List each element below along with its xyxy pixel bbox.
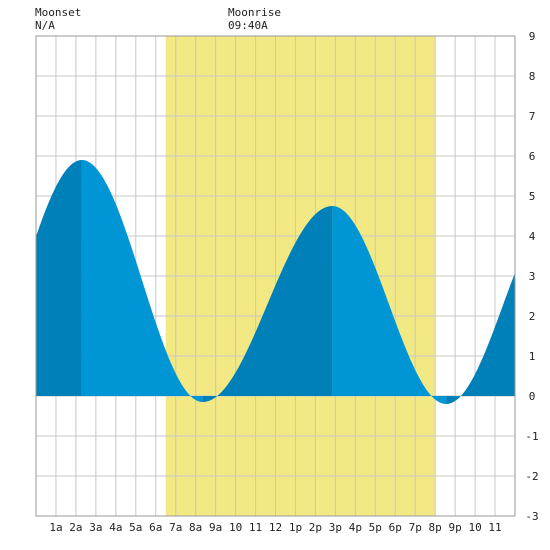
y-tick-label: -1 — [525, 430, 538, 443]
x-tick-label: 2p — [309, 521, 322, 534]
x-tick-label: 9a — [209, 521, 222, 534]
x-tick-label: 10 — [468, 521, 481, 534]
x-tick-label: 6a — [149, 521, 162, 534]
y-tick-label: 7 — [529, 110, 536, 123]
moonrise-label: Moonrise — [228, 6, 281, 19]
plot-frame — [35, 35, 516, 517]
x-tick-label: 11 — [488, 521, 501, 534]
x-tick-label: 5a — [129, 521, 142, 534]
y-tick-label: 9 — [529, 30, 536, 43]
x-tick-label: 1a — [49, 521, 62, 534]
y-tick-label: 2 — [529, 310, 536, 323]
x-tick-label: 8p — [429, 521, 442, 534]
x-tick-label: 1p — [289, 521, 302, 534]
tide-rising-area — [36, 160, 82, 396]
x-tick-label: 6p — [389, 521, 402, 534]
moonrise-value: 09:40A — [228, 19, 268, 32]
x-tick-label: 7a — [169, 521, 182, 534]
y-tick-label: 0 — [529, 390, 536, 403]
moonset-value: N/A — [35, 19, 55, 32]
x-tick-label: 2a — [69, 521, 82, 534]
y-tick-label: 8 — [529, 70, 536, 83]
x-tick-label: 3p — [329, 521, 342, 534]
y-tick-label: 1 — [529, 350, 536, 363]
x-tick-label: 4a — [109, 521, 122, 534]
x-tick-label: 5p — [369, 521, 382, 534]
tide-rising-area — [446, 272, 515, 404]
y-tick-label: 6 — [529, 150, 536, 163]
y-tick-label: 3 — [529, 270, 536, 283]
tide-rising-area — [202, 206, 333, 402]
x-tick-label: 11 — [249, 521, 262, 534]
tide-falling-area — [332, 206, 447, 404]
axis-layer — [35, 35, 516, 517]
tide-area-layer — [36, 160, 515, 404]
y-tick-label: -3 — [525, 510, 538, 523]
x-tick-label: 12 — [269, 521, 282, 534]
x-tick-label: 8a — [189, 521, 202, 534]
x-tick-label: 7p — [409, 521, 422, 534]
moonset-label: Moonset — [35, 6, 81, 19]
x-tick-label: 3a — [89, 521, 102, 534]
tide-falling-area — [81, 160, 203, 402]
x-tick-label: 10 — [229, 521, 242, 534]
x-tick-label: 9p — [449, 521, 462, 534]
y-tick-label: -2 — [525, 470, 538, 483]
y-tick-labels: -3 -2 -1 0 1 2 3 4 5 6 7 8 9 — [525, 30, 538, 523]
y-tick-label: 5 — [529, 190, 536, 203]
y-tick-label: 4 — [529, 230, 536, 243]
x-tick-labels: 1a 2a 3a 4a 5a 6a 7a 8a 9a 10 11 12 1p 2p 3p 4p 5p 6p 7p 8p… — [49, 521, 501, 534]
x-tick-label: 4p — [349, 521, 362, 534]
